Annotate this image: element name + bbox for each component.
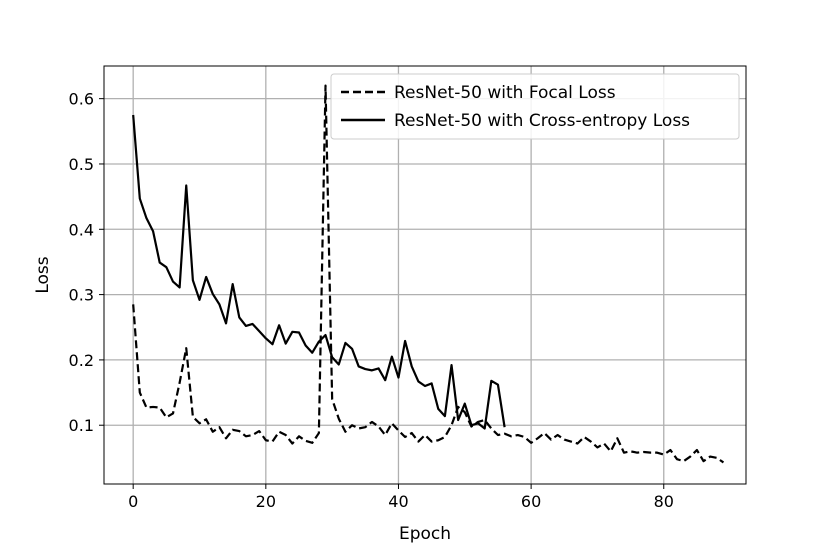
x-tick-label: 60 bbox=[521, 492, 541, 511]
y-tick-label: 0.4 bbox=[69, 220, 94, 239]
y-tick-label: 0.5 bbox=[69, 155, 94, 174]
x-tick-label: 40 bbox=[388, 492, 408, 511]
y-tick-label: 0.1 bbox=[69, 416, 94, 435]
x-tick-label: 20 bbox=[256, 492, 276, 511]
y-tick-label: 0.2 bbox=[69, 351, 94, 370]
plot-frame bbox=[103, 65, 747, 485]
legend-box bbox=[330, 73, 740, 140]
series-line-focal-loss bbox=[132, 84, 725, 464]
x-tick-label: 80 bbox=[654, 492, 674, 511]
y-axis-label: Loss bbox=[33, 256, 53, 293]
series-layer bbox=[132, 84, 725, 464]
legend: ResNet-50 with Focal Loss ResNet-50 with… bbox=[330, 73, 740, 140]
series-line-cross-entropy-loss bbox=[132, 114, 506, 430]
ticks: 0 20 40 60 80 0.1 0.2 0.3 0.4 0.5 0.6 bbox=[69, 90, 674, 511]
x-axis-label: Epoch bbox=[399, 524, 451, 544]
legend-label-focal: ResNet-50 with Focal Loss bbox=[394, 83, 616, 103]
y-tick-label: 0.6 bbox=[69, 90, 94, 109]
legend-label-cross-entropy: ResNet-50 with Cross-entropy Loss bbox=[394, 111, 690, 131]
x-tick-label: 0 bbox=[128, 492, 138, 511]
y-tick-label: 0.3 bbox=[69, 286, 94, 305]
